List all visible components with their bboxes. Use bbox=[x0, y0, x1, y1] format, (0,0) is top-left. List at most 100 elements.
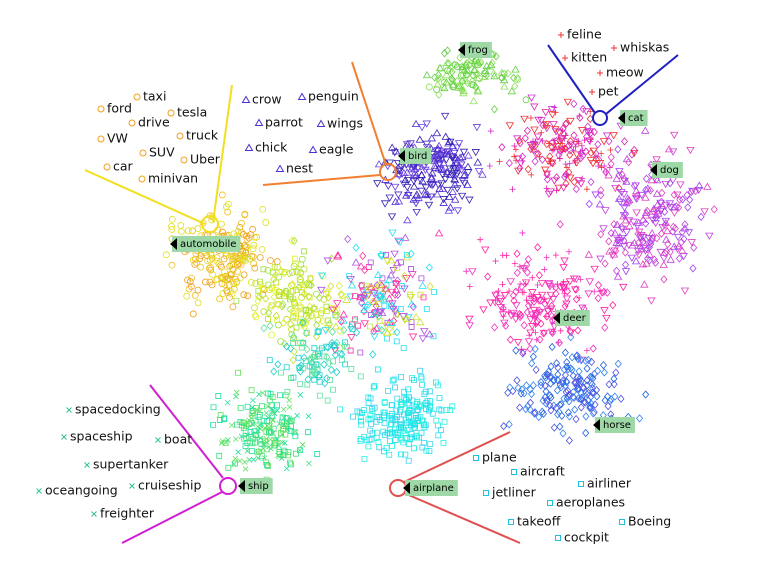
scatter-point bbox=[569, 371, 577, 380]
scatter-point bbox=[490, 72, 499, 80]
scatter-point bbox=[385, 194, 394, 202]
scatter-point bbox=[552, 136, 560, 146]
scatter-point bbox=[657, 229, 665, 238]
word: pet bbox=[598, 84, 619, 99]
scatter-point bbox=[586, 157, 596, 165]
scatter-point bbox=[548, 328, 556, 338]
scatter-point bbox=[582, 428, 590, 438]
scatter-point bbox=[565, 397, 573, 406]
scatter-point bbox=[577, 403, 585, 412]
scatter-point bbox=[269, 394, 276, 400]
scatter-point bbox=[264, 267, 272, 274]
scatter-point bbox=[293, 267, 300, 275]
scatter-point bbox=[563, 287, 571, 296]
scatter-point bbox=[268, 302, 275, 309]
scatter-point bbox=[450, 149, 459, 158]
scatter-point bbox=[648, 207, 657, 215]
scatter-point bbox=[444, 139, 453, 147]
scatter-point bbox=[621, 216, 631, 224]
scatter-point bbox=[513, 249, 521, 258]
callout-line bbox=[149, 384, 224, 479]
scatter-point bbox=[260, 266, 267, 273]
scatter-point bbox=[274, 263, 281, 271]
scatter-point bbox=[391, 376, 398, 383]
scatter-point bbox=[594, 140, 602, 149]
scatter-point bbox=[397, 399, 404, 406]
scatter-point bbox=[323, 374, 331, 383]
scatter-point bbox=[555, 338, 563, 347]
word: tesla bbox=[177, 105, 207, 120]
scatter-point bbox=[369, 290, 379, 298]
scatter-point bbox=[206, 278, 214, 286]
scatter-point bbox=[415, 135, 425, 143]
scatter-point bbox=[337, 317, 345, 326]
scatter-point bbox=[474, 167, 484, 176]
scatter-point bbox=[585, 137, 594, 145]
scatter-point bbox=[500, 313, 507, 320]
cluster-label: frog bbox=[458, 42, 492, 58]
scatter-point bbox=[317, 272, 327, 280]
scatter-point bbox=[420, 417, 427, 424]
scatter-point bbox=[463, 180, 472, 189]
word-marker bbox=[597, 70, 603, 76]
scatter-point bbox=[202, 278, 209, 286]
scatter-point bbox=[356, 262, 366, 270]
scatter-point bbox=[435, 432, 442, 439]
scatter-point bbox=[499, 304, 507, 313]
label-box bbox=[240, 478, 273, 494]
scatter-point bbox=[411, 200, 421, 208]
scatter-point bbox=[570, 177, 578, 187]
scatter-point bbox=[432, 128, 442, 137]
cluster-label: dog bbox=[650, 162, 683, 178]
scatter-point bbox=[242, 459, 248, 465]
scatter-point bbox=[515, 136, 523, 145]
scatter-point bbox=[282, 392, 289, 399]
scatter-point bbox=[670, 131, 679, 140]
scatter-point bbox=[367, 412, 374, 419]
scatter-point bbox=[299, 338, 307, 348]
scatter-point bbox=[270, 409, 277, 416]
scatter-point bbox=[279, 439, 286, 446]
scatter-point bbox=[595, 200, 605, 208]
scatter-point bbox=[638, 260, 648, 268]
scatter-point bbox=[228, 290, 236, 298]
scatter-point bbox=[549, 319, 556, 326]
scatter-point bbox=[242, 466, 249, 472]
scatter-point bbox=[221, 281, 229, 288]
scatter-point bbox=[656, 199, 665, 208]
scatter-point bbox=[238, 229, 245, 236]
scatter-point bbox=[537, 280, 547, 288]
scatter-point bbox=[556, 282, 564, 291]
scatter-point bbox=[441, 418, 448, 425]
word: car bbox=[113, 159, 134, 174]
scatter-point bbox=[333, 312, 341, 321]
word-marker bbox=[558, 32, 564, 38]
scatter-point bbox=[562, 179, 570, 188]
scatter-point bbox=[187, 283, 195, 290]
scatter-point bbox=[219, 438, 226, 444]
scatter-point bbox=[272, 311, 280, 320]
scatter-point bbox=[289, 356, 297, 365]
scatter-point bbox=[612, 220, 622, 228]
scatter-point bbox=[543, 185, 550, 192]
scatter-point bbox=[526, 316, 535, 324]
scatter-point bbox=[527, 115, 534, 122]
scatter-point bbox=[438, 164, 447, 172]
scatter-point bbox=[275, 442, 282, 448]
scatter-point bbox=[250, 456, 257, 463]
scatter-point bbox=[565, 278, 575, 286]
scatter-point bbox=[418, 335, 428, 343]
scatter-point bbox=[583, 364, 591, 373]
scatter-point bbox=[284, 425, 291, 432]
scatter-point bbox=[393, 328, 401, 337]
scatter-point bbox=[380, 295, 389, 303]
scatter-point bbox=[380, 284, 390, 292]
scatter-point bbox=[244, 292, 252, 300]
scatter-point bbox=[210, 421, 217, 428]
word-marker bbox=[555, 535, 561, 541]
cluster-name: airplane bbox=[413, 483, 454, 494]
scatter-point bbox=[250, 397, 256, 404]
callout-lines bbox=[84, 44, 679, 544]
scatter-point bbox=[622, 229, 631, 237]
scatter-point bbox=[660, 275, 668, 284]
